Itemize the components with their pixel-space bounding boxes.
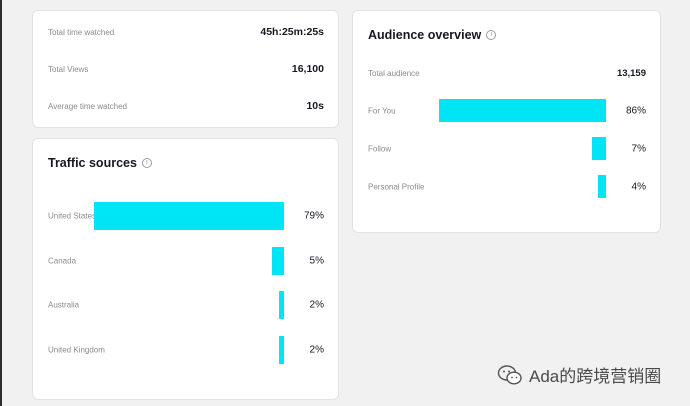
traffic-sources-card: Traffic sources i United States 79% Cana… xyxy=(32,138,339,400)
audience-label: Personal Profile xyxy=(368,182,425,191)
traffic-label: United States xyxy=(48,211,97,221)
traffic-row-united-states: United States 79% xyxy=(48,202,324,230)
watermark-text: Ada的跨境营销圈 xyxy=(529,367,662,386)
stat-value: 16,100 xyxy=(291,63,324,75)
audience-percent: 86% xyxy=(625,105,646,116)
stat-label: Average time watched xyxy=(48,101,128,111)
audience-row-for-you: For You 86% xyxy=(368,99,646,122)
traffic-row-united-kingdom: United Kingdom 2% xyxy=(48,336,324,364)
traffic-bar xyxy=(94,202,284,230)
audience-overview-card: Audience overview i Total audience 13,15… xyxy=(352,10,661,233)
audience-bar xyxy=(439,99,606,122)
audience-bar xyxy=(592,137,606,160)
total-audience-value: 13,159 xyxy=(616,67,646,79)
traffic-row-australia: Australia 2% xyxy=(48,291,324,319)
audience-bar xyxy=(598,175,606,198)
audience-row-follow: Follow 7% xyxy=(368,137,646,160)
audience-label: Follow xyxy=(368,144,392,153)
stats-card: Total time watched 45h:25m:25s Total Vie… xyxy=(32,10,339,128)
traffic-label: Australia xyxy=(48,300,80,310)
total-audience-label: Total audience xyxy=(368,68,420,78)
traffic-sources-title: Traffic sources i xyxy=(48,156,152,170)
traffic-row-canada: Canada 5% xyxy=(48,247,324,275)
stat-row-average-time: Average time watched 10s xyxy=(48,97,324,115)
audience-overview-title-text: Audience overview xyxy=(368,28,482,42)
traffic-percent: 5% xyxy=(309,255,324,267)
stat-label: Total Views xyxy=(48,64,89,74)
stat-row-time-watched: Total time watched 45h:25m:25s xyxy=(48,23,324,41)
stat-value: 45h:25m:25s xyxy=(260,26,324,38)
audience-row-personal-profile: Personal Profile 4% xyxy=(368,175,646,198)
info-icon[interactable]: i xyxy=(486,30,497,40)
traffic-bar xyxy=(279,336,284,364)
stat-row-total-views: Total Views 16,100 xyxy=(48,60,324,78)
wechat-icon xyxy=(497,364,522,385)
audience-label: For You xyxy=(368,106,396,115)
window-edge xyxy=(0,0,2,406)
traffic-label: United Kingdom xyxy=(48,345,105,355)
stat-value: 10s xyxy=(306,100,324,112)
stat-label: Total time watched xyxy=(48,27,115,37)
traffic-percent: 2% xyxy=(309,344,324,356)
traffic-sources-title-text: Traffic sources xyxy=(48,156,137,170)
total-audience-row: Total audience 13,159 xyxy=(368,64,646,82)
audience-percent: 7% xyxy=(631,143,646,154)
audience-percent: 4% xyxy=(631,181,646,192)
traffic-percent: 79% xyxy=(303,210,324,222)
traffic-percent: 2% xyxy=(309,299,324,311)
info-icon[interactable]: i xyxy=(141,158,152,168)
traffic-label: Canada xyxy=(48,256,77,266)
watermark: Ada的跨境营销圈 xyxy=(497,362,661,387)
audience-overview-title: Audience overview i xyxy=(368,28,497,42)
traffic-bar xyxy=(272,247,284,275)
traffic-bar xyxy=(279,291,284,319)
